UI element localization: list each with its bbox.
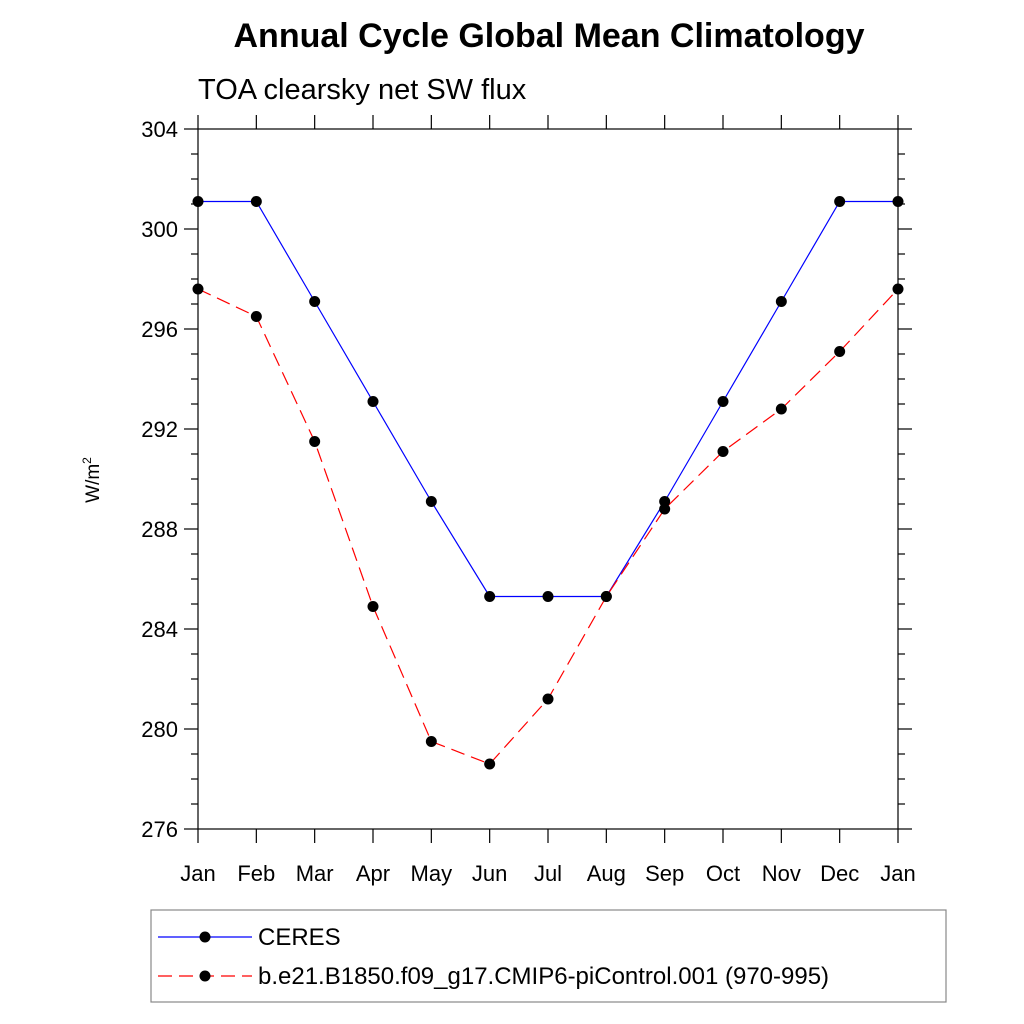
legend-box [150, 909, 947, 1003]
series-2-point [542, 693, 554, 705]
series-2-point [250, 311, 262, 322]
series-line-1 [198, 200, 898, 598]
series-2-point [367, 601, 379, 612]
y-tick-label: 304 [141, 117, 178, 142]
series-2-point [775, 403, 787, 415]
axis-ticks [184, 115, 912, 843]
x-tick-label: Oct [706, 861, 740, 886]
x-tick-label: Dec [820, 861, 859, 886]
legend-label-2: b.e21.B1850.f09_g17.CMIP6-piControl.001 … [258, 963, 829, 990]
series-1-point [484, 591, 496, 602]
legend-label-1: CERES [258, 924, 341, 951]
series-1-point [834, 196, 846, 207]
chart-title: Annual Cycle Global Mean Climatology [234, 17, 865, 55]
y-tick-label: 292 [141, 417, 178, 442]
y-tick-label: 284 [141, 617, 178, 642]
series-markers [192, 196, 904, 770]
series-1-point [775, 296, 787, 307]
series-2-point [309, 436, 321, 447]
chart-subtitle: TOA clearsky net SW flux [198, 74, 527, 106]
legend: CERES b.e21.B1850.f09_g17.CMIP6-piControl… [150, 909, 947, 1003]
y-tick-labels: 276 280 284 288 292 296 300 304 [141, 117, 178, 842]
series-2-point [484, 758, 496, 770]
x-tick-label: Nov [762, 861, 801, 886]
y-tick-label: 288 [141, 517, 178, 542]
x-tick-label: Jan [880, 861, 915, 886]
series-lines [197, 200, 899, 765]
series-2-point [717, 446, 729, 457]
legend-swatch-marker-2 [199, 970, 211, 982]
series-line-2 [197, 288, 899, 765]
series-1-point [542, 591, 554, 602]
series-2-point [834, 346, 846, 357]
x-tick-label: Apr [356, 861, 390, 886]
series-1-point [717, 396, 729, 407]
x-tick-label: Mar [296, 861, 334, 886]
x-tick-labels: Jan Feb Mar Apr May Jun Jul Aug Sep Oct Nov Dec Jan [180, 861, 915, 886]
x-tick-label: Aug [587, 861, 626, 886]
series-2-point [600, 591, 612, 602]
series-1-point [309, 296, 321, 307]
y-axis-label-unit: W/m [83, 464, 104, 503]
y-axis-label: W/m2 [80, 457, 104, 503]
series-1-point [367, 396, 379, 407]
series-2-point [425, 736, 437, 747]
series-1-point [250, 196, 262, 207]
x-tick-label: Jul [534, 861, 562, 886]
y-tick-label: 276 [141, 817, 178, 842]
x-tick-label: Feb [237, 861, 275, 886]
y-axis-label-exponent: 2 [80, 457, 94, 464]
y-tick-label: 300 [141, 217, 178, 242]
plot-frame [197, 128, 899, 830]
x-tick-label: Jun [472, 861, 507, 886]
series-2-point [659, 503, 671, 515]
series-1-point [425, 496, 437, 507]
x-tick-label: May [411, 861, 453, 886]
y-tick-label: 280 [141, 717, 178, 742]
x-tick-label: Jan [180, 861, 215, 886]
legend-swatch-marker-1 [199, 931, 211, 943]
x-tick-label: Sep [645, 861, 684, 886]
y-tick-label: 296 [141, 317, 178, 342]
